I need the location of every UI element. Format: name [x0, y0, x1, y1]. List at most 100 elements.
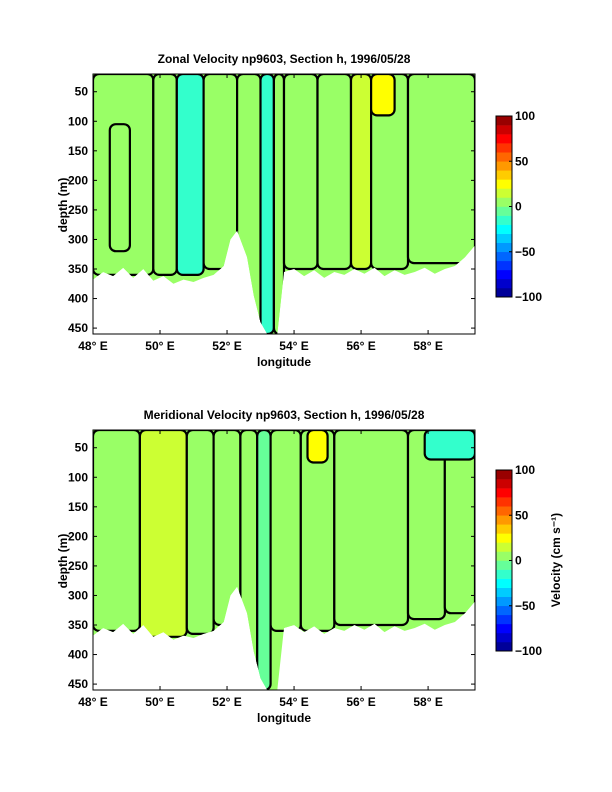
- colorbar-segment: [496, 587, 512, 597]
- plot-frame: [92, 429, 476, 691]
- x-tick-label: 54° E: [279, 339, 308, 353]
- colorbar-segment: [496, 605, 512, 616]
- y-tick-label: 450: [68, 677, 88, 691]
- y-tick-label: 350: [68, 262, 88, 276]
- velocity-contour-region: [306, 430, 329, 464]
- velocity-contour-region: [269, 430, 302, 632]
- velocity-contour-region: [349, 74, 373, 271]
- y-tick-label: 300: [68, 588, 88, 602]
- colorbar-segment: [496, 506, 512, 516]
- colorbar-segment: [496, 161, 512, 171]
- y-tick-label: 450: [68, 321, 88, 335]
- meridional-colorbar: 100 50 0 −50 −100: [495, 463, 542, 658]
- zonal-plot-area: 48° E 50° E 52° E 54° E 56° E 58° E 50 100 150 20…: [68, 73, 476, 353]
- x-tick-label: 50° E: [145, 695, 174, 709]
- colorbar-segment: [496, 287, 512, 298]
- colorbar-segment: [496, 152, 512, 162]
- y-tick-label: 250: [68, 559, 88, 573]
- zonal-colorbar: 100 50 0 −50 −100: [495, 109, 542, 304]
- colorbar-tick-label: 100: [515, 109, 535, 123]
- colorbar-tick-label: −100: [515, 290, 542, 304]
- colorbar-segment: [496, 632, 512, 643]
- colorbar-segment: [496, 116, 512, 126]
- velocity-contour-region: [282, 74, 319, 271]
- colorbar-segment: [496, 278, 512, 289]
- velocity-contour-region: [256, 430, 272, 690]
- colorbar-segment: [496, 134, 512, 144]
- velocity-contour-region: [316, 74, 353, 271]
- colorbar-segment: [496, 578, 512, 588]
- velocity-contour-region: [239, 430, 259, 668]
- y-tick-label: 200: [68, 173, 88, 187]
- velocity-contour-region: [152, 74, 178, 276]
- plot-frame: [92, 73, 476, 335]
- colorbar-segment: [496, 224, 512, 234]
- colorbar-segment: [496, 188, 512, 198]
- colorbar-segment: [496, 143, 512, 153]
- colorbar-tick-label: 0: [515, 200, 522, 214]
- y-tick-label: 100: [68, 470, 88, 484]
- meridional-chart-title: Meridional Velocity np9603, Section h, 1…: [144, 408, 425, 422]
- colorbar-segment: [496, 551, 512, 561]
- y-tick-label: 50: [75, 85, 89, 99]
- x-tick-label: 58° E: [413, 339, 442, 353]
- colorbar-segment: [496, 470, 512, 480]
- colorbar-segment: [496, 242, 512, 253]
- zonal-velocity-panel: Zonal Velocity np9603, Section h, 1996/0…: [56, 52, 542, 369]
- meridional-plot-area: 48° E 50° E 52° E 54° E 56° E 58° E 50 100 150 20…: [68, 429, 476, 709]
- colorbar-segment: [496, 623, 512, 634]
- x-tick-label: 56° E: [346, 695, 375, 709]
- x-tick-label: 58° E: [413, 695, 442, 709]
- velocity-contour-region: [259, 74, 275, 334]
- velocity-contour-region: [175, 74, 205, 276]
- colorbar-tick-label: −50: [515, 245, 536, 259]
- zonal-y-axis-label: depth (m): [56, 178, 70, 233]
- colorbar-segment: [496, 479, 512, 489]
- x-tick-label: 50° E: [145, 339, 174, 353]
- colorbar-segment: [496, 497, 512, 507]
- velocity-contour-region: [202, 74, 239, 271]
- colorbar-tick-label: −100: [515, 644, 542, 658]
- y-tick-label: 300: [68, 232, 88, 246]
- colorbar-segment: [496, 569, 512, 579]
- y-tick-label: 200: [68, 529, 88, 543]
- y-tick-label: 350: [68, 618, 88, 632]
- x-tick-label: 52° E: [212, 339, 241, 353]
- colorbar-segment: [496, 524, 512, 534]
- velocity-contour-region: [138, 430, 188, 638]
- colorbar-segment: [496, 515, 512, 525]
- meridional-y-axis-label: depth (m): [56, 534, 70, 589]
- colorbar-segment: [496, 269, 512, 280]
- colorbar-segment: [496, 215, 512, 225]
- colorbar-segment: [496, 260, 512, 271]
- colorbar-segment: [496, 179, 512, 189]
- colorbar-segment: [496, 206, 512, 216]
- zonal-x-axis-label: longitude: [257, 355, 311, 369]
- x-tick-label: 54° E: [279, 695, 308, 709]
- colorbar-segment: [496, 596, 512, 607]
- colorbar-segment: [496, 233, 512, 243]
- velocity-contour-region: [93, 430, 142, 632]
- x-tick-label: 52° E: [212, 695, 241, 709]
- y-tick-label: 150: [68, 500, 88, 514]
- x-tick-label: 48° E: [78, 339, 107, 353]
- colorbar-segment: [496, 251, 512, 262]
- y-tick-label: 400: [68, 648, 88, 662]
- colorbar-label: Velocity (cm s⁻¹): [549, 513, 563, 607]
- velocity-contour-region: [212, 430, 242, 627]
- velocity-contour-region: [406, 74, 475, 265]
- velocity-contour-region: [370, 74, 396, 117]
- y-tick-label: 400: [68, 292, 88, 306]
- x-tick-label: 48° E: [78, 695, 107, 709]
- y-tick-label: 250: [68, 203, 88, 217]
- velocity-contour-region: [272, 74, 286, 334]
- colorbar-segment: [496, 170, 512, 180]
- velocity-contour-region: [236, 74, 262, 334]
- colorbar-tick-label: 50: [515, 508, 529, 522]
- zonal-chart-title: Zonal Velocity np9603, Section h, 1996/0…: [158, 52, 411, 66]
- colorbar-segment: [496, 560, 512, 570]
- colorbar-segment: [496, 125, 512, 135]
- x-tick-label: 56° E: [346, 339, 375, 353]
- velocity-field: [93, 74, 475, 334]
